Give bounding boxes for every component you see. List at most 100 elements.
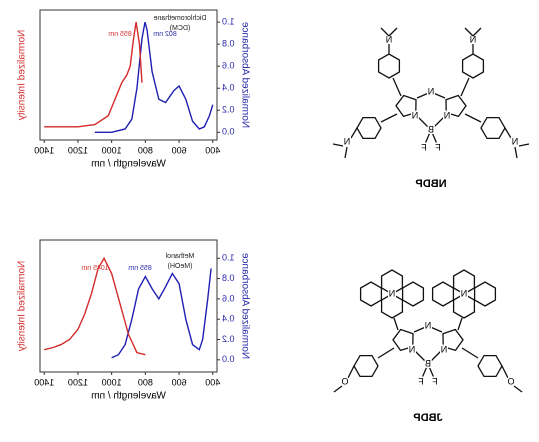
ring (353, 354, 379, 378)
x-tick-label: 400 (205, 145, 220, 155)
y2-axis-label: Normalized Intensity (17, 261, 28, 352)
x-tick-label: 1200 (68, 377, 88, 387)
atom-label: B (425, 358, 431, 368)
y-tick-label: 0.2 (222, 105, 235, 115)
x-tick-label: 400 (205, 377, 220, 387)
annotation: 855 nm (108, 31, 132, 38)
bond (393, 317, 399, 331)
ring (431, 281, 455, 307)
y-tick-label: 0.2 (222, 334, 235, 344)
bond (332, 143, 344, 147)
mirrored-figure: 400 600 800 1000 1200 1400 0.0 0.2 0.4 0.6 0.8 1.0 W… (17, 9, 530, 424)
atom-label: N (444, 110, 451, 120)
x-tick-label: 600 (172, 145, 187, 155)
bond (380, 113, 398, 123)
bond (430, 129, 438, 145)
x-tick-label: 1000 (102, 145, 122, 155)
bond (344, 146, 348, 159)
atom-label: N (428, 86, 435, 96)
y-tick-label: 0.6 (222, 293, 235, 303)
atom-label: N (412, 110, 419, 120)
x-tick-label: 800 (138, 145, 153, 155)
plot-frame (39, 239, 218, 373)
y-tick-label: 0.8 (222, 273, 235, 283)
atom-label: F (421, 142, 427, 152)
ring (395, 94, 417, 118)
bond (430, 113, 448, 131)
atom-label: N (409, 344, 416, 354)
data-line (111, 268, 212, 359)
bond (430, 91, 446, 99)
atom-label: N (470, 34, 477, 44)
y-axis-label: Normalized Absorbance (239, 21, 250, 128)
bond (333, 385, 343, 393)
atom-label: B (428, 124, 434, 134)
bond (457, 317, 463, 331)
ring (359, 281, 383, 307)
ring (442, 328, 464, 352)
ring (377, 53, 401, 79)
bond (501, 365, 509, 379)
atom-label: F (435, 142, 441, 152)
bond (514, 146, 518, 159)
bond (421, 363, 429, 379)
bond (413, 325, 429, 333)
atom-label: N (344, 136, 351, 146)
ring (473, 281, 497, 307)
data-line (44, 22, 143, 128)
x-axis-label: Wavelength / nm (91, 391, 166, 402)
atom-label: N (386, 34, 393, 44)
bond (504, 127, 512, 139)
x-tick-label: 1000 (102, 377, 122, 387)
y-tick-label: 0.4 (222, 314, 235, 324)
bond (377, 347, 395, 359)
x-tick-label: 600 (172, 377, 187, 387)
x-tick-label: 1400 (34, 377, 54, 387)
structure-name: JBDP (413, 412, 442, 424)
bond (416, 91, 432, 99)
atom-label: F (432, 376, 438, 386)
atom-label: N (512, 136, 519, 146)
y-axis-label: Normalized Absorbance (239, 252, 250, 359)
x-tick-label: 800 (138, 377, 153, 387)
ring (461, 53, 485, 79)
bond (350, 127, 358, 139)
bond (427, 347, 445, 365)
atom-label: F (418, 376, 424, 386)
y-tick-label: 0.0 (222, 127, 235, 137)
y-tick-label: 1.0 (222, 253, 235, 263)
y-tick-label: 0.4 (222, 83, 235, 93)
x-tick-label: 1200 (68, 145, 88, 155)
y2-axis-label: Normalized Intensity (17, 30, 28, 121)
y-tick-label: 1.0 (222, 16, 235, 26)
annotation: (MeOH) (168, 263, 193, 270)
bond (464, 27, 474, 37)
ring (445, 94, 467, 118)
bond (427, 325, 443, 333)
annotation: Methanol (165, 253, 194, 260)
bond (388, 27, 398, 37)
annotation: 802 nm (153, 31, 177, 38)
data-line (44, 256, 146, 356)
annotation: Dichloromethane (153, 15, 206, 22)
bond (392, 77, 402, 97)
atom-label: N (441, 344, 448, 354)
atom-label: N (461, 288, 468, 298)
bond (411, 347, 429, 365)
annotation: 855 nm (128, 265, 152, 272)
bond (414, 113, 432, 131)
bond (518, 143, 530, 147)
x-axis-label: Wavelength / nm (91, 159, 166, 170)
bond (464, 113, 482, 123)
ring (401, 281, 425, 307)
structure-name: NBDP (415, 178, 446, 190)
bond (513, 385, 523, 393)
bond (424, 129, 432, 145)
atom-label: O (341, 376, 348, 386)
annotation: (DCM) (170, 25, 191, 32)
y-tick-label: 0.0 (222, 354, 235, 364)
atom-label: N (425, 320, 432, 330)
y-tick-label: 0.6 (222, 61, 235, 71)
y-tick-label: 0.8 (222, 39, 235, 49)
